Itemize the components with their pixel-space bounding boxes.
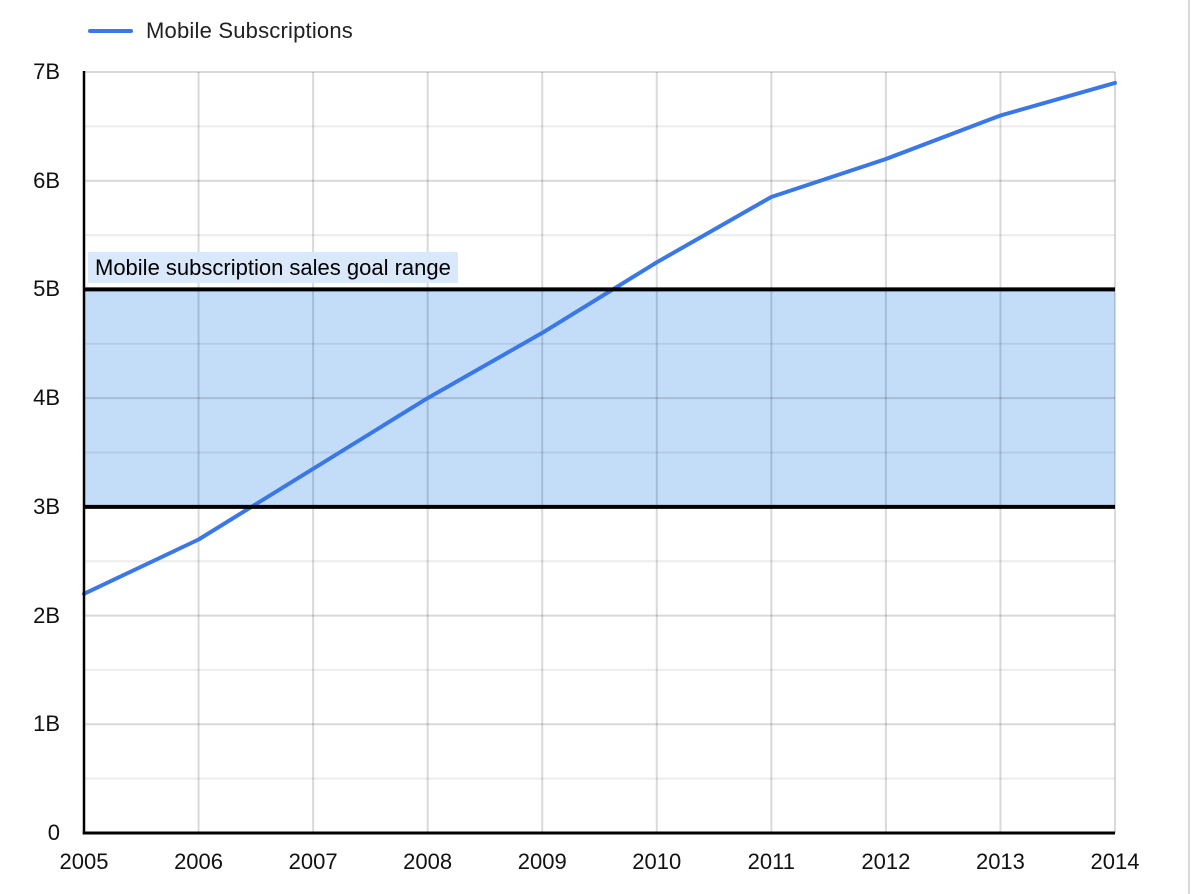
series-line-mobile-subscriptions (82, 80, 1117, 596)
goal-band-label: Mobile subscription sales goal range (88, 252, 458, 283)
chart-legend: Mobile Subscriptions (88, 17, 353, 45)
goal-band (84, 289, 1115, 507)
legend-line-swatch (88, 29, 133, 33)
legend-series-label: Mobile Subscriptions (146, 18, 353, 43)
